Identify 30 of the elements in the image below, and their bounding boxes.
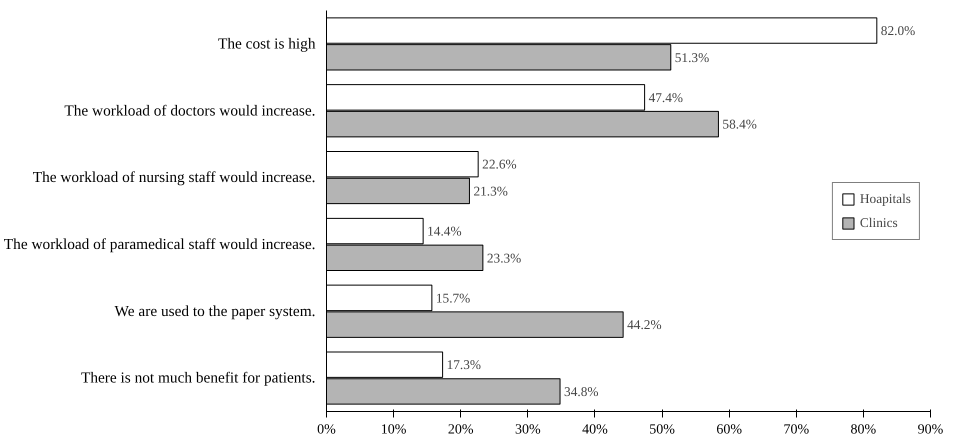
y-tick-label: There is not much benefit for patients. xyxy=(80,370,316,387)
y-tick-label: We are used to the paper system. xyxy=(114,302,316,320)
data-label: 14.4% xyxy=(427,224,462,239)
data-label: 44.2% xyxy=(627,317,662,332)
x-tick-label: 80% xyxy=(850,422,877,438)
data-label: 34.8% xyxy=(564,384,598,399)
data-label: 51.3% xyxy=(674,50,710,65)
x-tick-label: 10% xyxy=(380,422,407,438)
x-tick-label: 20% xyxy=(448,422,474,438)
data-label: 82.0% xyxy=(880,23,916,38)
y-tick-label: The workload of paramedical staff would increase. xyxy=(4,236,316,253)
y-tick-label: The workload of doctors would increase. xyxy=(64,102,316,120)
y-tick-label: The workload of nursing staff would increase. xyxy=(32,169,316,186)
data-label: 17.3% xyxy=(446,357,482,372)
data-label: 23.3% xyxy=(486,250,522,266)
x-tick-label: 40% xyxy=(582,422,608,438)
data-label: 15.7% xyxy=(436,290,470,306)
legend-label: Hoapitals xyxy=(860,190,911,206)
x-tick-label: 50% xyxy=(649,422,676,438)
x-tick-label: 0% xyxy=(317,422,336,438)
y-tick-label: The cost is high xyxy=(218,35,316,52)
data-label: 21.3% xyxy=(473,183,508,198)
data-label: 58.4% xyxy=(722,116,757,132)
x-tick-label: 90% xyxy=(918,422,944,438)
x-tick-label: 60% xyxy=(716,422,742,438)
data-label: 47.4% xyxy=(648,90,684,105)
x-tick-label: 30% xyxy=(515,422,541,438)
x-tick-label: 70% xyxy=(783,422,810,438)
data-label: 22.6% xyxy=(482,156,517,172)
legend-label: Clinics xyxy=(860,214,898,230)
